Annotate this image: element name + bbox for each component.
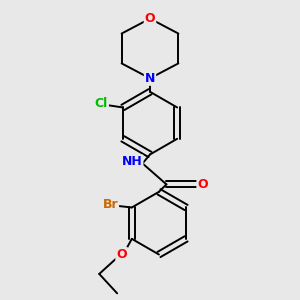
Text: NH: NH: [122, 155, 142, 168]
Text: N: N: [145, 72, 155, 85]
Text: O: O: [197, 178, 208, 191]
Text: O: O: [116, 248, 127, 261]
Text: O: O: [145, 12, 155, 25]
Text: Cl: Cl: [95, 98, 108, 110]
Text: Br: Br: [103, 198, 118, 211]
